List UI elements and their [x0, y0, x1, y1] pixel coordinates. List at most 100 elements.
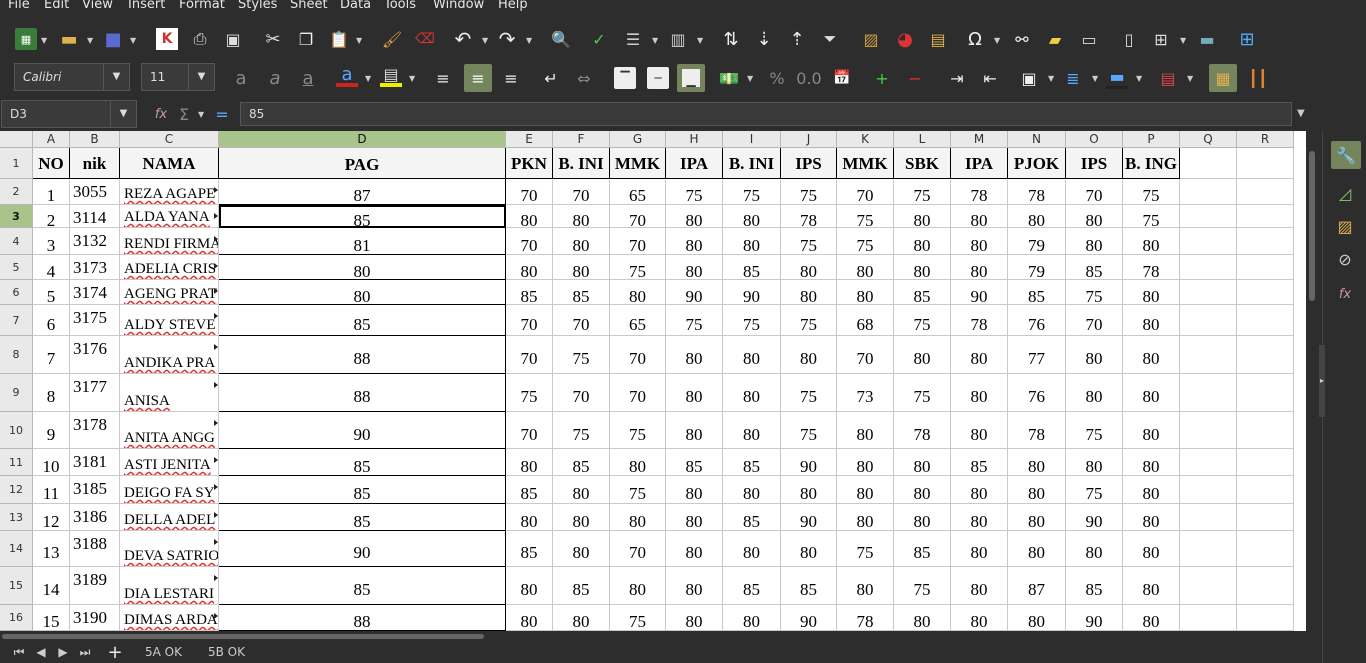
empty-cell[interactable] — [1237, 476, 1294, 504]
score-cell[interactable]: 80 — [610, 567, 666, 605]
no-cell[interactable]: 6 — [33, 305, 70, 336]
score-cell[interactable]: 70 — [553, 305, 610, 336]
header-cell[interactable]: IPS — [1066, 148, 1123, 179]
freeze-rows-columns-icon[interactable]: ⊞ — [1154, 29, 1168, 49]
score-cell[interactable]: 80 — [1066, 205, 1123, 228]
special-character-icon[interactable]: Ω — [968, 28, 982, 50]
chevron-down-icon[interactable]: ▼ — [356, 36, 363, 45]
function-wizard-icon[interactable]: fx — [154, 106, 168, 122]
sort-icon[interactable]: ⇅ — [723, 28, 739, 50]
column-header-r[interactable]: R — [1237, 131, 1294, 148]
score-cell[interactable]: 75 — [610, 605, 666, 631]
row-header-3[interactable]: 3 — [0, 205, 33, 228]
menu-view[interactable]: View — [82, 0, 113, 12]
no-cell[interactable]: 1 — [33, 179, 70, 205]
score-cell[interactable]: 70 — [837, 179, 894, 205]
score-cell[interactable]: 90 — [1066, 605, 1123, 631]
score-cell[interactable]: 75 — [1066, 476, 1123, 504]
header-cell[interactable]: NO — [33, 148, 70, 179]
border-color-icon[interactable]: ▬ — [1106, 67, 1128, 89]
empty-cell[interactable] — [1237, 449, 1294, 476]
nik-cell[interactable]: 3132 — [70, 228, 120, 255]
score-cell[interactable]: 80 — [506, 605, 553, 631]
score-cell[interactable]: 80 — [1123, 336, 1180, 374]
name-cell[interactable]: DIMAS ARDA — [120, 605, 219, 631]
copy-icon[interactable]: ❐ — [298, 29, 314, 49]
number-format-icon[interactable]: 0.0 — [796, 68, 822, 88]
menu-data[interactable]: Data — [340, 0, 372, 12]
score-cell[interactable]: 90 — [723, 280, 781, 305]
score-cell[interactable]: 70 — [610, 336, 666, 374]
score-cell[interactable]: 79 — [1008, 255, 1066, 280]
score-cell[interactable]: 80 — [781, 476, 837, 504]
row-header-12[interactable]: 12 — [0, 476, 33, 504]
no-cell[interactable]: 4 — [33, 255, 70, 280]
score-cell[interactable]: 85 — [219, 567, 506, 605]
percent-icon[interactable]: % — [769, 68, 785, 88]
score-cell[interactable]: 80 — [781, 531, 837, 567]
score-cell[interactable]: 80 — [951, 531, 1008, 567]
score-cell[interactable]: 70 — [837, 336, 894, 374]
empty-cell[interactable] — [1237, 280, 1294, 305]
header-cell[interactable]: PJOK — [1008, 148, 1066, 179]
name-cell[interactable]: DIA LESTARI — [120, 567, 219, 605]
select-all-corner[interactable] — [0, 131, 33, 148]
nik-cell[interactable]: 3174 — [70, 280, 120, 305]
hyperlink-icon[interactable]: ⚯ — [1015, 29, 1029, 49]
score-cell[interactable]: 75 — [723, 179, 781, 205]
empty-cell[interactable] — [1180, 374, 1237, 412]
score-cell[interactable]: 75 — [1066, 280, 1123, 305]
score-cell[interactable]: 80 — [951, 374, 1008, 412]
define-print-area-icon[interactable]: ▯ — [1124, 29, 1134, 49]
empty-cell[interactable] — [1237, 504, 1294, 531]
row-header-14[interactable]: 14 — [0, 531, 33, 567]
score-cell[interactable]: 80 — [1008, 605, 1066, 631]
score-cell[interactable]: 87 — [219, 179, 506, 205]
score-cell[interactable]: 85 — [219, 476, 506, 504]
score-cell[interactable]: 78 — [1008, 412, 1066, 449]
undo-icon[interactable]: ↶ — [454, 27, 472, 51]
align-middle-icon[interactable]: ─ — [647, 67, 669, 89]
score-cell[interactable]: 75 — [666, 179, 723, 205]
score-cell[interactable]: 80 — [553, 476, 610, 504]
score-cell[interactable]: 85 — [553, 449, 610, 476]
score-cell[interactable]: 80 — [553, 531, 610, 567]
menu-file[interactable]: File — [8, 0, 30, 12]
empty-cell[interactable] — [1237, 148, 1294, 179]
add-decimal-icon[interactable]: + — [875, 68, 889, 88]
column-header-g[interactable]: G — [610, 131, 666, 148]
column-header-e[interactable]: E — [506, 131, 553, 148]
sidebar-toggle-icon[interactable]: ▦ — [1209, 64, 1237, 92]
clear-formatting-icon[interactable]: ⌫ — [415, 31, 435, 47]
score-cell[interactable]: 80 — [1123, 605, 1180, 631]
score-cell[interactable]: 80 — [1066, 531, 1123, 567]
menu-sheet[interactable]: Sheet — [290, 0, 328, 12]
score-cell[interactable]: 80 — [894, 205, 951, 228]
empty-cell[interactable] — [1180, 148, 1237, 179]
delete-decimal-icon[interactable]: − — [908, 68, 922, 88]
empty-cell[interactable] — [1237, 531, 1294, 567]
column-header-l[interactable]: L — [894, 131, 951, 148]
empty-cell[interactable] — [1180, 228, 1237, 255]
empty-cell[interactable] — [1180, 255, 1237, 280]
spreadsheet-grid[interactable]: A B C D E F G H I J K L M N O P Q R 1 NO nik NAMA PAG PKN B. INI… — [0, 131, 1306, 631]
score-cell[interactable]: 80 — [951, 336, 1008, 374]
sort-descending-icon[interactable]: ⇡ — [789, 28, 805, 50]
score-cell[interactable]: 85 — [219, 205, 506, 228]
score-cell[interactable]: 80 — [951, 567, 1008, 605]
score-cell[interactable]: 80 — [219, 255, 506, 280]
score-cell[interactable]: 90 — [666, 280, 723, 305]
cut-icon[interactable]: ✂ — [265, 28, 281, 50]
score-cell[interactable]: 80 — [837, 449, 894, 476]
open-icon[interactable]: ▬ — [60, 28, 78, 50]
score-cell[interactable]: 80 — [1123, 567, 1180, 605]
menu-tools[interactable]: Tools — [384, 0, 417, 12]
column-header-b[interactable]: B — [70, 131, 120, 148]
row-header-8[interactable]: 8 — [0, 336, 33, 374]
score-cell[interactable]: 70 — [506, 179, 553, 205]
score-cell[interactable]: 70 — [506, 305, 553, 336]
chevron-down-icon[interactable]: ▼ — [1092, 74, 1099, 83]
align-bottom-icon[interactable]: ▁ — [677, 64, 705, 92]
navigator-icon[interactable]: ⊘ — [1338, 249, 1352, 269]
score-cell[interactable]: 75 — [781, 374, 837, 412]
